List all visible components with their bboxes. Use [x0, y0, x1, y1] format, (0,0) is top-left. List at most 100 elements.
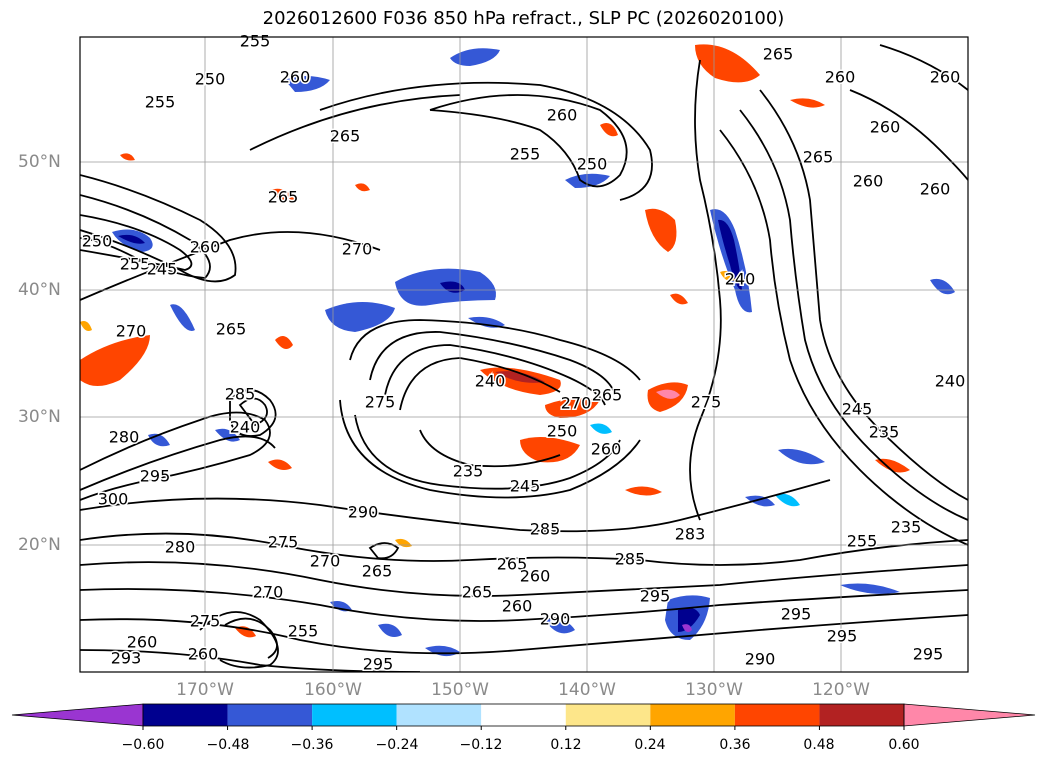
contour-label: 240 — [935, 372, 966, 391]
contour-label: 260 — [870, 118, 901, 137]
map-gridlines — [80, 37, 968, 672]
contour-label: 260 — [188, 645, 219, 664]
contour-label: 270 — [116, 322, 147, 341]
colorbar-outline — [142, 703, 905, 727]
contour-label: 295 — [140, 467, 171, 486]
colorbar-segment — [734, 704, 820, 726]
lon-label-140w: 140°W — [558, 680, 616, 700]
contour-label: 275 — [691, 393, 722, 412]
contour-label: 285 — [530, 520, 561, 539]
contour-label: 290 — [540, 610, 571, 629]
contour-label: 250 — [82, 232, 113, 251]
colorbar-segment — [565, 704, 651, 726]
colorbar-tick-label: 0.12 — [550, 737, 582, 753]
contour-label: 295 — [363, 655, 394, 674]
contour-label: 265 — [592, 386, 623, 405]
colorbar-segment — [227, 704, 313, 726]
colorbar-segment — [650, 704, 735, 726]
contour-label: 260 — [520, 567, 551, 586]
contour-label: 265 — [268, 188, 299, 207]
contour-label: 270 — [253, 583, 284, 602]
colorbar-tick-label: 0.36 — [719, 737, 751, 753]
colorbar-segment — [396, 704, 482, 726]
colorbar-under-extend — [11, 703, 144, 727]
contour-label: 240 — [230, 418, 261, 437]
contour-label: 265 — [216, 320, 247, 339]
colorbar-segment — [143, 704, 228, 726]
contour-label: 245 — [842, 400, 873, 419]
contour-label: 255 — [120, 255, 151, 274]
contour-label: 265 — [763, 45, 794, 64]
contour-label: 260 — [502, 597, 533, 616]
lat-label-50n: 50°N — [18, 152, 61, 172]
contour-label: 245 — [510, 477, 541, 496]
slp-contours — [80, 44, 968, 672]
contour-label: 255 — [145, 93, 176, 112]
colorbar-tick-label: −0.24 — [375, 737, 419, 753]
contour-label: 240 — [725, 270, 756, 289]
colorbar-tick-label: −0.60 — [121, 737, 165, 753]
contour-label: 260 — [853, 172, 884, 191]
contour-label: 260 — [591, 440, 622, 459]
contour-label: 260 — [190, 238, 221, 257]
contour-label: 300 — [98, 490, 129, 509]
colorbar-tick-label: 0.24 — [634, 737, 666, 753]
colorbar-tick-label: −0.36 — [290, 737, 334, 753]
lat-label-30n: 30°N — [18, 407, 61, 427]
contour-label: 265 — [497, 555, 528, 574]
lon-label-120w: 120°W — [812, 680, 870, 700]
lon-label-130w: 130°W — [685, 680, 743, 700]
contour-label: 275 — [190, 612, 221, 631]
lon-label-150w: 150°W — [431, 680, 489, 700]
contour-label: 250 — [577, 155, 608, 174]
contour-label: 265 — [803, 148, 834, 167]
lat-label-40n: 40°N — [18, 280, 61, 300]
contour-label: 235 — [453, 462, 484, 481]
contour-label: 260 — [930, 68, 961, 87]
colorbar-segment — [481, 704, 566, 726]
contour-label: 255 — [510, 145, 541, 164]
contour-label: 290 — [745, 650, 776, 669]
colorbar-tick-label: 0.60 — [888, 737, 920, 753]
contour-label: 260 — [547, 106, 578, 125]
contour-label: 285 — [225, 385, 256, 404]
lat-label-20n: 20°N — [18, 535, 61, 555]
contour-label: 250 — [195, 70, 226, 89]
contour-label: 270 — [310, 552, 341, 571]
colorbar-tick-label: −0.48 — [206, 737, 250, 753]
contour-label: 240 — [475, 372, 506, 391]
contour-label: 295 — [640, 587, 671, 606]
contour-label: 295 — [827, 627, 858, 646]
contour-label: 293 — [111, 649, 142, 668]
contour-label: 245 — [147, 260, 178, 279]
contour-label: 275 — [268, 533, 299, 552]
contour-label: 295 — [913, 645, 944, 664]
colorbar-over-extend — [903, 703, 1036, 727]
contour-label: 260 — [127, 633, 158, 652]
contour-label: 255 — [847, 532, 878, 551]
contour-label: 255 — [240, 32, 271, 51]
contour-label: 280 — [109, 428, 140, 447]
contour-label: 295 — [781, 605, 812, 624]
contour-label: 270 — [342, 240, 373, 259]
colorbar-tick-label: 0.48 — [803, 737, 835, 753]
colorbar-tick-label: −0.12 — [459, 737, 503, 753]
contour-label: 265 — [462, 583, 493, 602]
contour-label: 255 — [288, 622, 319, 641]
contour-label: 283 — [675, 525, 706, 544]
colorbar-segment — [312, 704, 397, 726]
contour-label: 265 — [330, 127, 361, 146]
contour-label: 265 — [362, 562, 393, 581]
contour-label: 290 — [348, 503, 379, 522]
contour-label: 235 — [869, 423, 900, 442]
map-frame — [79, 36, 969, 673]
contour-label: 260 — [920, 180, 951, 199]
contour-label: 260 — [825, 68, 856, 87]
colorbar-segment — [819, 704, 904, 726]
contour-label: 275 — [365, 393, 396, 412]
lon-label-170w: 170°W — [176, 680, 234, 700]
contour-label: 270 — [561, 394, 592, 413]
contour-label: 280 — [165, 538, 196, 557]
